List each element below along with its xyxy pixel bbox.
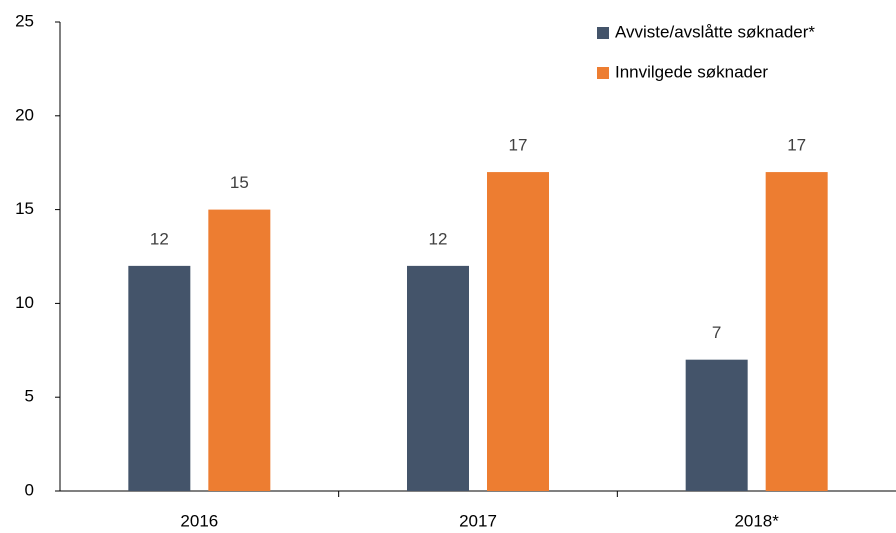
x-tick-label: 2017 bbox=[459, 511, 497, 530]
legend-swatch bbox=[597, 27, 609, 39]
bar bbox=[487, 172, 549, 491]
bar bbox=[208, 209, 271, 491]
data-label: 17 bbox=[787, 136, 806, 155]
data-label: 12 bbox=[429, 229, 448, 248]
data-label: 17 bbox=[509, 136, 528, 155]
data-label: 7 bbox=[712, 323, 721, 342]
bar bbox=[128, 265, 191, 491]
y-tick-label: 20 bbox=[15, 105, 34, 124]
legend-swatch bbox=[597, 67, 609, 79]
x-tick-label: 2016 bbox=[180, 511, 218, 530]
y-tick-label: 15 bbox=[15, 199, 34, 218]
bar bbox=[685, 359, 748, 491]
data-label: 15 bbox=[230, 173, 249, 192]
legend-label: Innvilgede søknader bbox=[615, 62, 768, 81]
y-tick-label: 10 bbox=[15, 293, 34, 312]
bar bbox=[765, 172, 828, 491]
y-tick-label: 5 bbox=[25, 387, 34, 406]
bar bbox=[407, 265, 469, 491]
data-label: 12 bbox=[150, 229, 169, 248]
y-tick-label: 0 bbox=[25, 480, 34, 499]
x-tick-label: 2018* bbox=[734, 511, 779, 530]
legend-label: Avviste/avslåtte søknader* bbox=[615, 22, 815, 41]
y-tick-label: 25 bbox=[15, 11, 34, 30]
